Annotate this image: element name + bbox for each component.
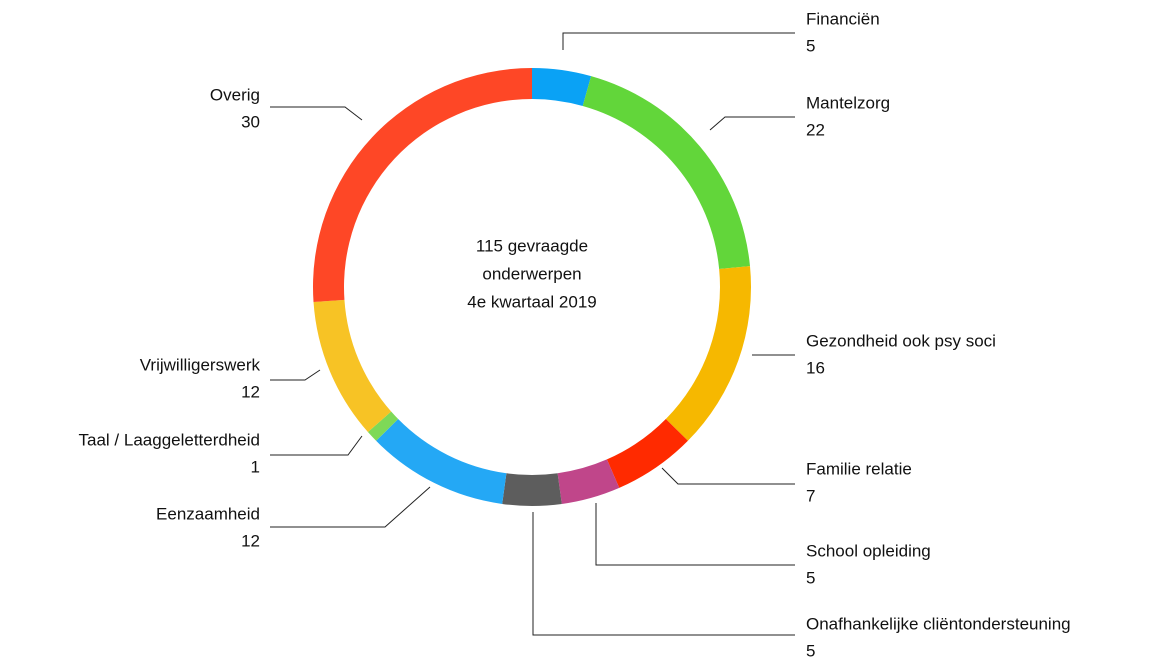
center-text: onderwerpen <box>482 264 581 283</box>
center-text: 115 gevraagde <box>476 236 588 255</box>
donut-slice <box>532 68 592 106</box>
slice-label: Taal / Laaggeletterdheid <box>79 430 260 449</box>
leader-line <box>709 116 795 131</box>
slice-value: 1 <box>251 457 260 476</box>
slice-value: 12 <box>241 382 260 401</box>
leader-line <box>270 435 363 456</box>
slice-value: 7 <box>806 486 815 505</box>
slice-label: Mantelzorg <box>806 93 890 112</box>
slice-value: 5 <box>806 36 815 55</box>
donut-slice <box>582 76 750 270</box>
leader-line <box>595 503 795 566</box>
slice-label: Onafhankelijke cliëntondersteuning <box>806 614 1071 633</box>
slice-value: 30 <box>241 112 260 131</box>
donut-slice <box>367 411 399 441</box>
slice-label: Financiën <box>806 9 880 28</box>
slice-label: Gezondheid ook psy soci <box>806 331 996 350</box>
slice-label: Eenzaamheid <box>156 504 260 523</box>
slice-value: 5 <box>806 641 815 659</box>
leader-line <box>532 512 795 636</box>
slice-value: 22 <box>806 120 825 139</box>
slice-label: Overig <box>210 85 260 104</box>
donut-slice <box>376 419 507 504</box>
donut-slice <box>665 266 751 441</box>
slice-value: 12 <box>241 531 260 550</box>
slice-label: Familie relatie <box>806 459 912 478</box>
leader-line <box>270 369 321 381</box>
center-text: 4e kwartaal 2019 <box>467 292 596 311</box>
leader-line <box>270 486 431 528</box>
donut-slice <box>312 68 532 302</box>
slice-value: 5 <box>806 568 815 587</box>
slice-label: School opleiding <box>806 541 931 560</box>
donut-slice <box>502 473 562 506</box>
leader-line <box>661 467 795 485</box>
donut-slice <box>313 299 392 433</box>
donut-slice <box>557 459 620 504</box>
leader-line <box>562 32 795 50</box>
slice-value: 16 <box>806 358 825 377</box>
leader-line <box>270 106 363 121</box>
donut-slice <box>606 419 688 488</box>
slice-label: Vrijwilligerswerk <box>140 355 261 374</box>
